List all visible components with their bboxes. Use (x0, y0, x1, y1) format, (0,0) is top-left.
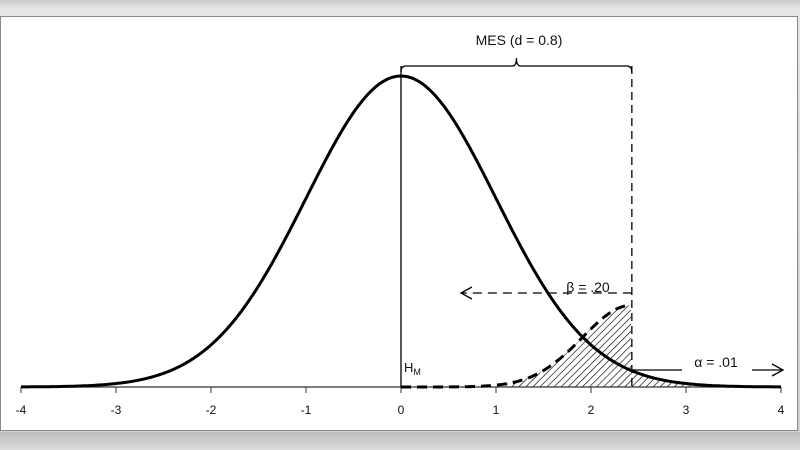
mes-bracket (400, 57, 633, 73)
beta-region (505, 305, 632, 387)
x-tick-label: 2 (588, 403, 595, 417)
x-tick-label: -2 (206, 403, 217, 417)
x-tick-label: 4 (778, 403, 785, 417)
alpha-label: α = .01 (694, 354, 738, 370)
beta-label: β = .20 (566, 279, 610, 295)
hm-label: HM (404, 360, 421, 377)
alternative-distribution-tail (401, 303, 631, 389)
x-tick-label: 1 (493, 403, 500, 417)
bottom-bar (0, 432, 800, 450)
beta-arrowhead-icon (459, 286, 473, 300)
x-tick-label: 3 (683, 403, 690, 417)
x-tick-label: -1 (301, 403, 312, 417)
x-tick-label: -3 (111, 403, 122, 417)
x-axis-ticks: -4 -3 -2 -1 0 1 2 3 4 (16, 387, 785, 417)
chart-panel (0, 16, 798, 431)
alpha-arrowhead-icon (771, 363, 785, 377)
x-tick-label: -4 (16, 403, 27, 417)
mes-label: MES (d = 0.8) (476, 32, 563, 48)
x-tick-label: 0 (398, 403, 405, 417)
